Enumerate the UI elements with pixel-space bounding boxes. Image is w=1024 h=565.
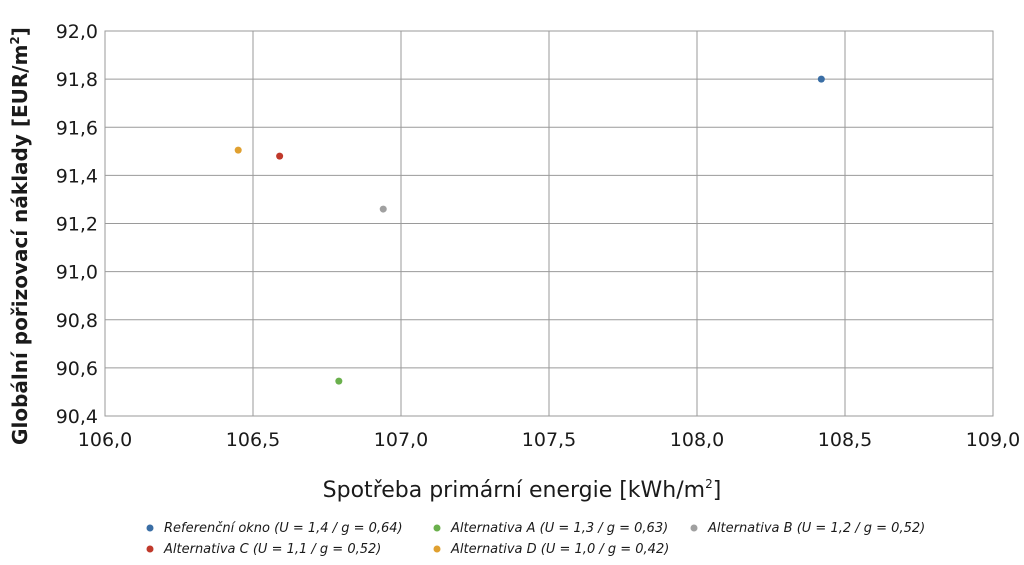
y-tick-label: 91,2 — [56, 214, 98, 236]
y-tick-label: 90,8 — [56, 310, 98, 332]
x-tick-label: 108,0 — [670, 429, 724, 451]
x-tick-label: 107,5 — [522, 429, 576, 451]
y-axis-ticks: 90,4 90,6 90,8 91,0 91,2 91,4 91,6 91,8 92,0 — [56, 21, 98, 428]
legend-marker — [690, 524, 698, 532]
legend-marker — [146, 524, 154, 532]
x-tick-label: 108,5 — [818, 429, 872, 451]
x-tick-label: 109,0 — [966, 429, 1020, 451]
y-tick-label: 91,0 — [56, 262, 98, 284]
x-tick-label: 106,0 — [78, 429, 132, 451]
data-point — [276, 152, 284, 160]
legend-label: Alternativa C (U = 1,1 / g = 0,52) — [163, 542, 381, 557]
data-points — [234, 75, 825, 385]
grid — [104, 30, 994, 417]
legend: Referenční okno (U = 1,4 / g = 0,64) Alte… — [146, 521, 925, 557]
y-tick-label: 91,6 — [56, 117, 98, 139]
x-axis-title: Spotřeba primární energie [kWh/m2] — [323, 477, 722, 503]
legend-label: Alternativa D (U = 1,0 / g = 0,42) — [450, 542, 669, 557]
y-tick-label: 91,4 — [56, 165, 98, 187]
y-tick-label: 90,6 — [56, 358, 98, 380]
legend-label: Alternativa B (U = 1,2 / g = 0,52) — [707, 521, 925, 536]
y-tick-label: 90,4 — [56, 406, 98, 428]
legend-marker — [433, 545, 441, 553]
legend-label: Alternativa A (U = 1,3 / g = 0,63) — [450, 521, 668, 536]
y-tick-label: 91,8 — [56, 69, 98, 91]
y-tick-label: 92,0 — [56, 21, 98, 43]
legend-marker — [433, 524, 441, 532]
legend-marker — [146, 545, 154, 553]
legend-label: Referenční okno (U = 1,4 / g = 0,64) — [164, 521, 403, 536]
data-point — [335, 377, 343, 385]
data-point — [817, 75, 825, 83]
x-axis-ticks: 106,0 106,5 107,0 107,5 108,0 108,5 109,0 — [78, 429, 1020, 451]
x-tick-label: 106,5 — [226, 429, 280, 451]
x-tick-label: 107,0 — [374, 429, 428, 451]
data-point — [379, 205, 387, 213]
data-point — [234, 146, 242, 154]
plot-frame — [104, 30, 994, 417]
y-axis-title: Globální pořizovací náklady [EUR/m2] — [8, 27, 32, 445]
